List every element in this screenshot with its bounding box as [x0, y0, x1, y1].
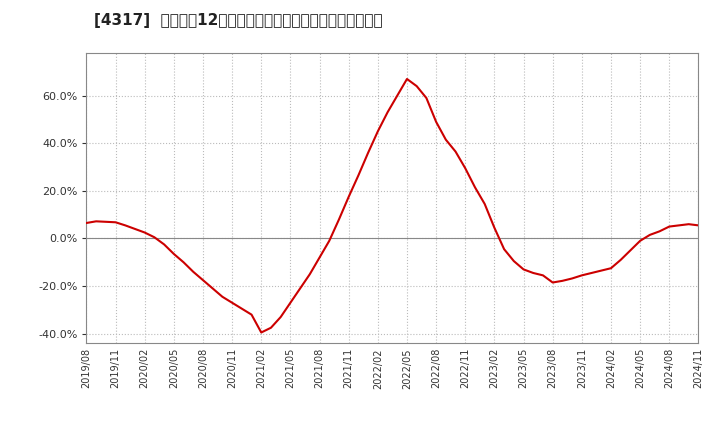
Text: [4317]  売上高の12か月移動合計の対前年同期増減率の推移: [4317] 売上高の12か月移動合計の対前年同期増減率の推移 [94, 13, 382, 28]
